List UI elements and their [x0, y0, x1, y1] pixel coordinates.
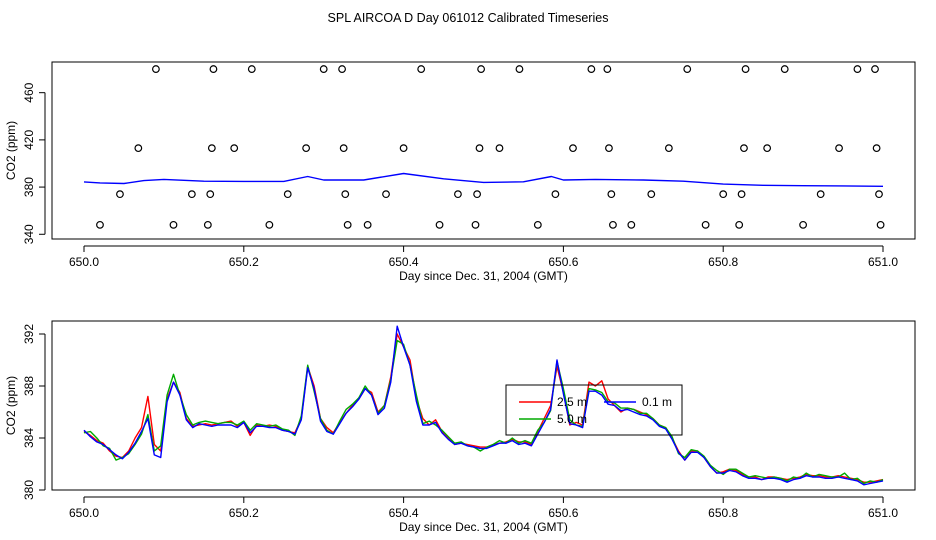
calibration-point — [719, 190, 728, 199]
calibration-point — [647, 190, 656, 199]
calibration-point — [207, 144, 216, 153]
calibration-point — [872, 144, 881, 153]
calibration-point — [876, 220, 885, 229]
plot-frame — [51, 320, 916, 491]
calibration-point — [737, 190, 746, 199]
calibration-point — [382, 190, 390, 199]
x-tick-label: 650.6 — [548, 506, 578, 520]
x-tick-label: 650.8 — [708, 506, 738, 520]
calibration-point — [735, 220, 744, 229]
x-tick-label: 650.2 — [229, 255, 259, 269]
calibration-point — [495, 144, 504, 153]
bottom-panel: 650.0 650.2 650.4 650.6 650.8 651.0 Day since … — [4, 320, 916, 534]
calibration-point — [454, 190, 462, 199]
calibration-point — [363, 220, 372, 229]
co2-timeseries-line — [83, 172, 884, 187]
calibration-point — [871, 65, 879, 73]
calibration-point — [533, 220, 542, 229]
x-axis-label: Day since Dec. 31, 2004 (GMT) — [399, 269, 568, 283]
calibration-point — [302, 144, 311, 153]
calibration-point — [338, 65, 346, 73]
calibration-point — [875, 190, 883, 199]
y-tick-label: 340 — [22, 224, 36, 244]
calibration-point — [605, 144, 613, 153]
x-tick-label: 650.0 — [69, 255, 99, 269]
calibration-point — [740, 144, 748, 153]
legend-label: 5.0 m — [557, 412, 587, 426]
calibration-point — [569, 144, 577, 153]
calibration-point — [603, 65, 612, 73]
x-tick-label: 650.4 — [389, 255, 419, 269]
calibration-point — [551, 190, 560, 199]
series-line-2-5-m — [83, 333, 884, 483]
calibration-point — [799, 220, 807, 229]
calibration-point — [515, 65, 524, 73]
calibration-point — [230, 144, 239, 153]
calibration-point — [417, 65, 426, 73]
calibration-point — [203, 220, 212, 229]
calibration-point — [283, 190, 292, 199]
y-tick-label: 392 — [22, 324, 36, 344]
calibration-point — [780, 65, 789, 73]
legend-label: 2.5 m — [557, 395, 587, 409]
y-tick-label: 420 — [22, 130, 36, 150]
calibration-point — [475, 144, 484, 153]
calibration-point — [853, 65, 862, 73]
y-tick-label: 460 — [22, 82, 36, 102]
calibration-point — [741, 65, 750, 73]
calibration-point — [399, 144, 408, 153]
calibration-point — [609, 220, 617, 229]
x-tick-label: 651.0 — [868, 506, 898, 520]
y-axis-label: CO2 (ppm) — [4, 376, 18, 435]
x-tick-label: 650.6 — [548, 255, 578, 269]
calibration-point — [206, 190, 215, 199]
x-tick-label: 650.0 — [69, 506, 99, 520]
y-tick-label: 384 — [22, 428, 36, 448]
y-tick-label: 380 — [22, 480, 36, 500]
calibration-point — [473, 190, 482, 199]
calibration-point — [209, 65, 218, 73]
y-axis-label: CO2 (ppm) — [4, 121, 18, 180]
x-tick-label: 650.2 — [229, 506, 259, 520]
calibration-point — [265, 220, 274, 229]
calibration-point — [587, 65, 596, 73]
calibration-point — [627, 220, 636, 229]
chart-title: SPL AIRCOA D Day 061012 Calibrated Times… — [328, 11, 609, 25]
x-tick-label: 651.0 — [868, 255, 898, 269]
series-line-0-1-m — [83, 325, 884, 486]
legend-box — [505, 384, 683, 436]
top-panel: 650.0 650.2 650.4 650.6 650.8 651.0 Day since … — [4, 61, 916, 283]
calibration-point — [187, 190, 196, 199]
calibration-point — [471, 220, 480, 229]
calibration-point — [343, 220, 352, 229]
calibration-point — [816, 190, 825, 199]
calibration-point — [116, 190, 124, 199]
calibration-point — [319, 65, 328, 73]
calibration-point — [477, 65, 486, 73]
plot-frame — [51, 61, 916, 240]
calibration-point — [134, 144, 143, 153]
calibration-point — [435, 220, 444, 229]
legend-label: 0.1 m — [642, 395, 672, 409]
calibration-point — [701, 220, 710, 229]
calibration-point — [339, 144, 348, 153]
calibration-point — [607, 190, 616, 199]
y-tick-label: 388 — [22, 376, 36, 396]
series-line-5-0-m — [83, 339, 884, 485]
x-tick-label: 650.4 — [389, 506, 419, 520]
y-tick-label: 380 — [22, 177, 36, 197]
x-axis-label: Day since Dec. 31, 2004 (GMT) — [399, 520, 568, 534]
calibration-point — [169, 220, 178, 229]
calibration-point — [152, 65, 160, 73]
x-tick-label: 650.8 — [708, 255, 738, 269]
calibration-point — [341, 190, 350, 199]
calibration-point — [683, 65, 692, 73]
calibration-point — [835, 144, 843, 153]
calibration-point — [247, 65, 256, 73]
calibration-point — [664, 144, 673, 153]
calibration-point — [763, 144, 772, 153]
calibration-point — [96, 220, 104, 229]
